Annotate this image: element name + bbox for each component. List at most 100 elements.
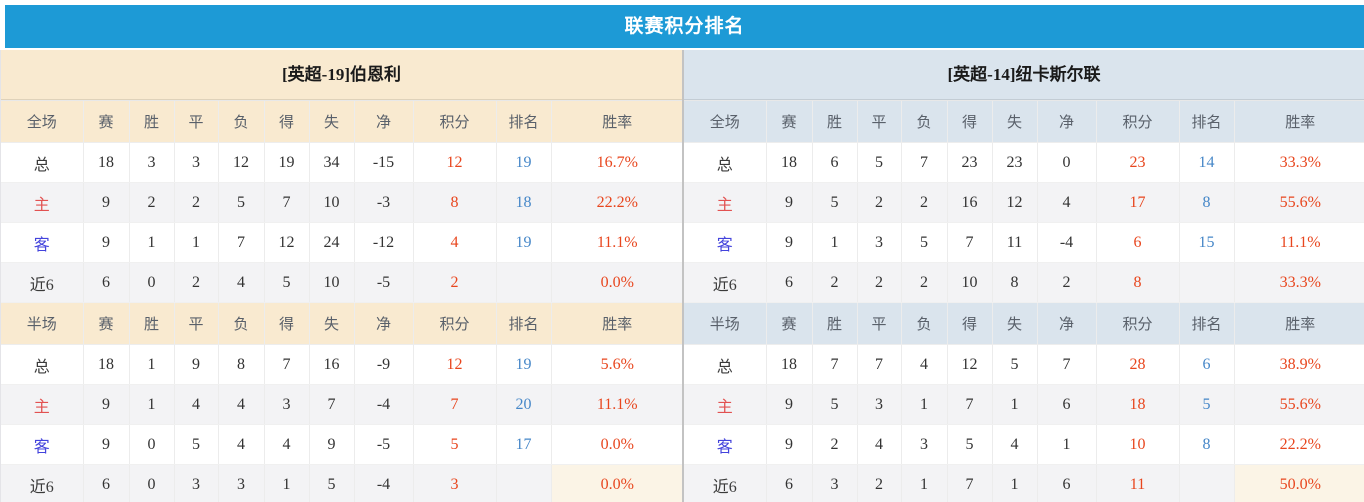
stat-cell: 3 <box>856 384 901 425</box>
stat-cell: 9 <box>765 424 812 465</box>
column-header: 赛 <box>82 302 129 345</box>
stat-cell: 3 <box>856 222 901 263</box>
stat-cell: 3 <box>263 384 309 425</box>
stat-cell: 9 <box>765 222 812 263</box>
rate-cell: 33.3% <box>1233 262 1364 303</box>
row-label: 总 <box>1 142 83 183</box>
rank-cell: 5 <box>1178 384 1234 425</box>
stat-cell: 1 <box>1036 424 1096 465</box>
stat-cell: 4 <box>217 384 264 425</box>
stat-cell: 6 <box>765 262 812 303</box>
rank-cell: 15 <box>1178 222 1234 263</box>
column-header: 胜率 <box>1233 100 1364 143</box>
column-header: 赛 <box>82 100 129 143</box>
stat-cell: 16 <box>946 182 992 223</box>
stat-cell: 2 <box>900 262 947 303</box>
stat-cell: 23 <box>991 142 1037 183</box>
rank-cell <box>495 262 551 303</box>
stat-cell: 6 <box>1036 464 1096 502</box>
stat-cell: 5 <box>856 142 901 183</box>
rank-cell <box>1178 262 1234 303</box>
stat-cell: 9 <box>173 344 218 385</box>
column-header: 得 <box>946 100 992 143</box>
column-header: 排名 <box>1178 100 1234 143</box>
row-label: 近6 <box>1 262 83 303</box>
stat-cell: 5 <box>946 424 992 465</box>
table-row-total: 总 18 1 9 8 7 16 -9 12 19 5.6% <box>1 344 683 385</box>
stat-cell: 4 <box>173 384 218 425</box>
row-label: 主 <box>684 384 766 425</box>
stat-cell: 4 <box>263 424 309 465</box>
full-time-header-row: 全场赛胜平负得失净积分 排名 胜率 <box>1 100 683 143</box>
stat-cell: 0 <box>128 262 174 303</box>
table-row-away: 客 9 2 4 3 5 4 1 10 8 22.2% <box>684 424 1364 465</box>
stat-cell: 5 <box>900 222 947 263</box>
stat-cell: 11 <box>991 222 1037 263</box>
rate-cell: 55.6% <box>1233 384 1364 425</box>
stat-cell: 16 <box>308 344 354 385</box>
stat-cell: 7 <box>856 344 901 385</box>
row-label: 客 <box>684 222 766 263</box>
stat-cell: 7 <box>263 344 309 385</box>
points-cell: 5 <box>412 424 496 465</box>
rank-cell: 19 <box>495 222 551 263</box>
stat-cell: 6 <box>82 464 129 502</box>
column-header: 负 <box>900 100 947 143</box>
rate-cell: 55.6% <box>1233 182 1364 223</box>
stat-cell: -5 <box>353 424 413 465</box>
column-header: 净 <box>353 100 413 143</box>
stat-cell: 1 <box>991 464 1037 502</box>
column-header: 胜 <box>811 100 857 143</box>
column-header: 胜 <box>128 302 174 345</box>
column-header: 平 <box>856 100 901 143</box>
stat-cell: 18 <box>765 344 812 385</box>
column-header: 半场 <box>1 302 83 345</box>
points-cell: 4 <box>412 222 496 263</box>
column-header: 负 <box>217 100 264 143</box>
points-cell: 17 <box>1095 182 1179 223</box>
stat-cell: 3 <box>173 464 218 502</box>
stat-cell: 7 <box>946 222 992 263</box>
stat-cell: 7 <box>263 182 309 223</box>
stat-cell: 5 <box>263 262 309 303</box>
stat-cell: 10 <box>308 262 354 303</box>
rank-cell: 6 <box>1178 344 1234 385</box>
stat-cell: -4 <box>353 384 413 425</box>
rank-cell: 8 <box>1178 182 1234 223</box>
stat-cell: 6 <box>811 142 857 183</box>
points-cell: 7 <box>412 384 496 425</box>
row-label: 总 <box>684 344 766 385</box>
points-cell: 28 <box>1095 344 1179 385</box>
stat-cell: 9 <box>82 182 129 223</box>
column-header: 失 <box>991 100 1037 143</box>
points-cell: 18 <box>1095 384 1179 425</box>
stat-cell: 9 <box>765 384 812 425</box>
row-label: 近6 <box>684 262 766 303</box>
stat-cell: 8 <box>217 344 264 385</box>
stat-cell: -12 <box>353 222 413 263</box>
points-cell: 10 <box>1095 424 1179 465</box>
column-header: 净 <box>1036 100 1096 143</box>
stat-cell: -3 <box>353 182 413 223</box>
points-cell: 12 <box>412 142 496 183</box>
stat-cell: 5 <box>811 384 857 425</box>
stat-cell: 24 <box>308 222 354 263</box>
page-title: 联赛积分排名 <box>624 16 745 37</box>
table-row-away: 客 9 0 5 4 4 9 -5 5 17 0.0% <box>1 424 683 465</box>
rate-cell: 0.0% <box>550 424 683 465</box>
row-label: 主 <box>684 182 766 223</box>
row-label: 主 <box>1 384 83 425</box>
stat-cell: 1 <box>991 384 1037 425</box>
column-header: 胜率 <box>1233 302 1364 345</box>
stat-cell: 2 <box>856 182 901 223</box>
table-row-recent: 近6 6 0 2 4 5 10 -5 2 0.0% <box>1 262 683 303</box>
stat-cell: 7 <box>946 384 992 425</box>
stat-cell: 7 <box>1036 344 1096 385</box>
rank-cell <box>1178 464 1234 502</box>
stat-cell: 0 <box>128 464 174 502</box>
row-label: 主 <box>1 182 83 223</box>
stat-cell: 3 <box>900 424 947 465</box>
stat-cell: 9 <box>82 222 129 263</box>
column-header: 积分 <box>412 302 496 345</box>
stat-cell: 7 <box>946 464 992 502</box>
